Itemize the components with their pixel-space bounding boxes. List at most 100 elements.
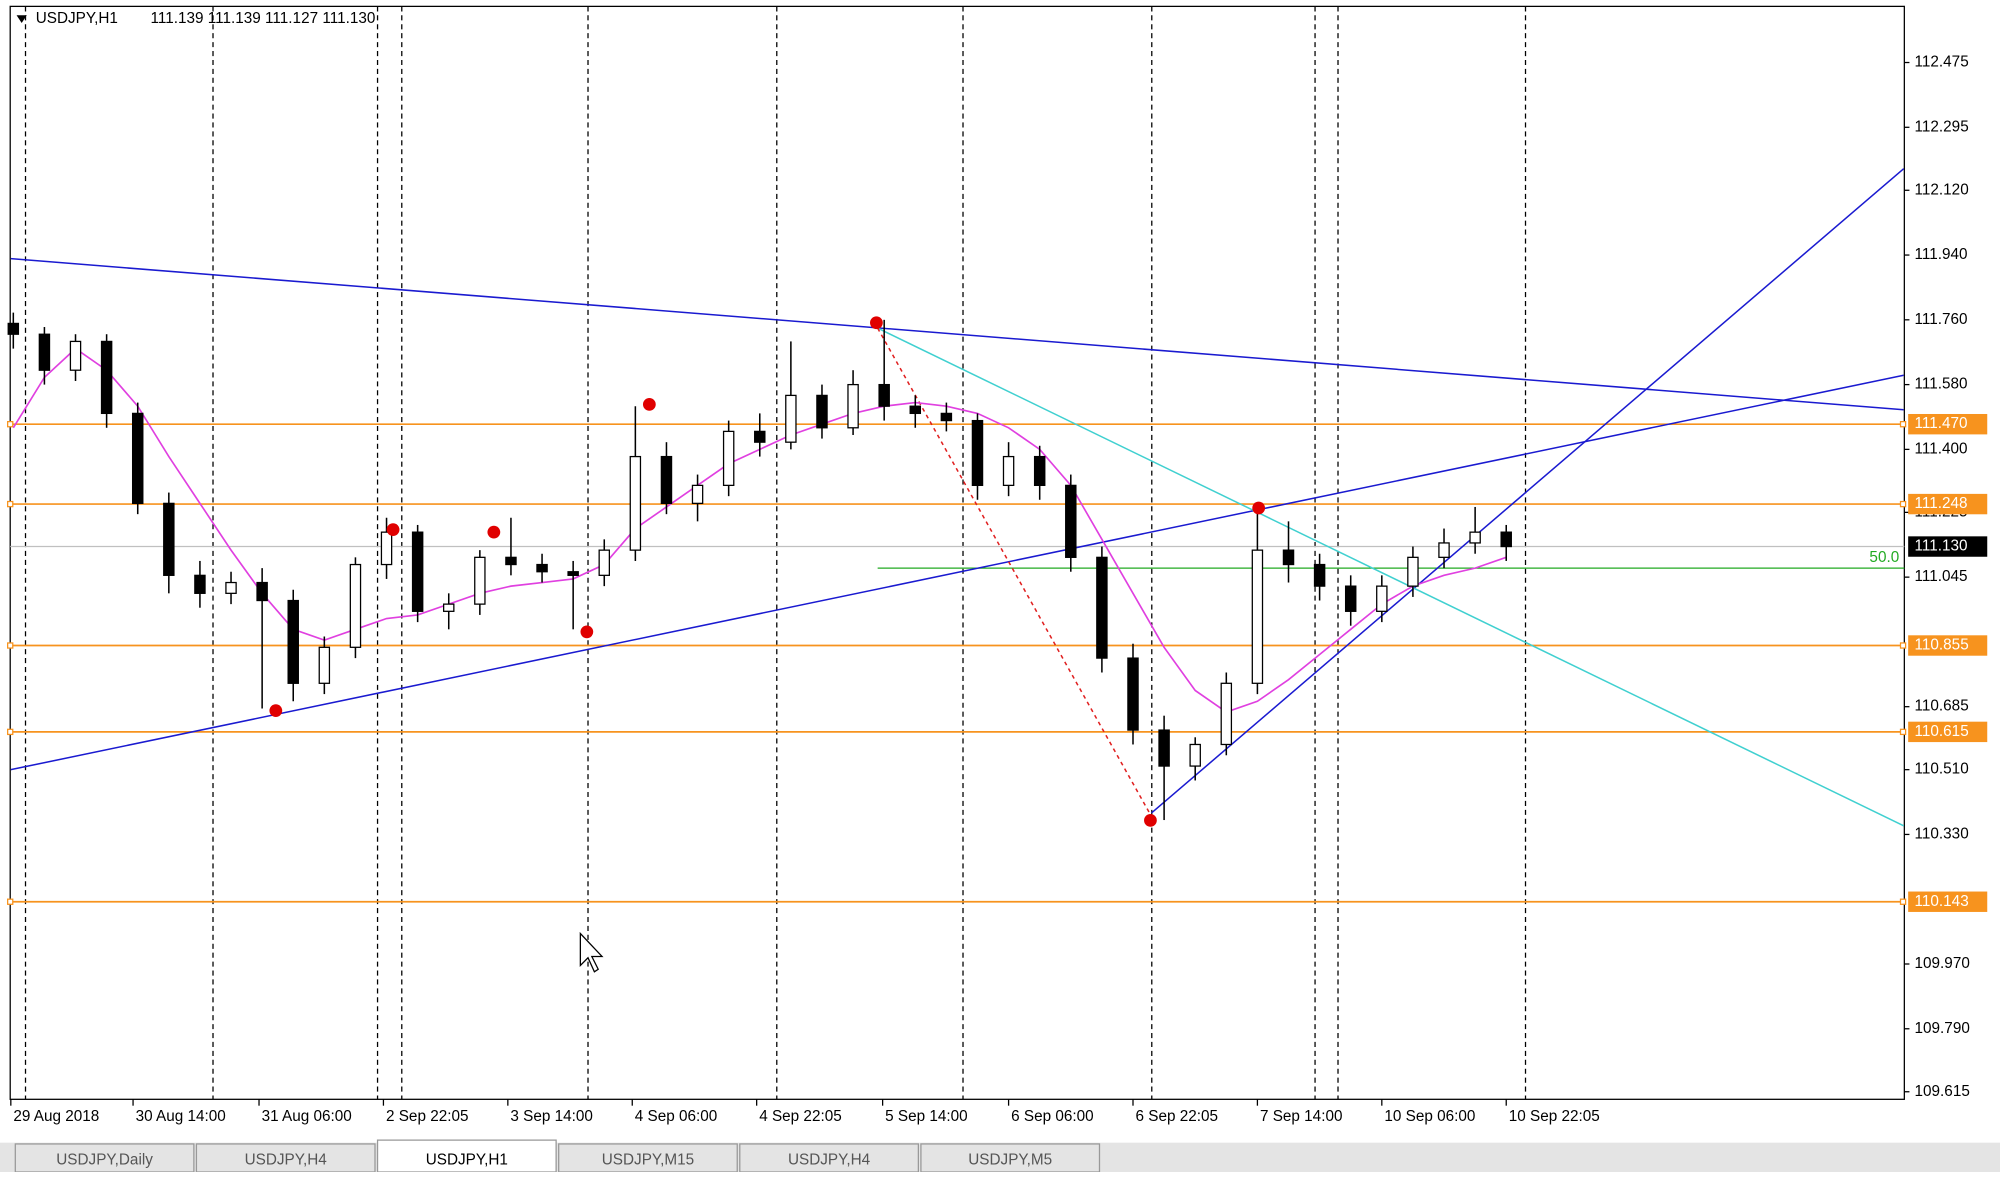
y-tick-label: 112.295 [1915,118,1969,135]
candle-body [100,340,113,415]
x-tick-label: 4 Sep 22:05 [759,1108,842,1125]
mouse-cursor [579,931,604,973]
level-label-box [1908,635,1988,656]
candle-body [971,419,984,487]
candle-body [1469,531,1481,544]
tab-label[interactable]: USDJPY,H4 [245,1152,328,1169]
candle-body [1002,455,1015,487]
candle-body [847,383,859,429]
candle-body [1033,455,1046,487]
level-anchor [7,642,14,649]
candle-body [256,581,268,602]
level-label: 111.470 [1915,415,1968,432]
candle-body [474,556,486,605]
fib-level-label: 50.0 [1869,549,1899,566]
y-tick-label: 109.970 [1915,955,1970,972]
y-tick-label: 112.475 [1915,54,1969,71]
candle-body [1158,729,1170,767]
y-tick-label: 111.580 [1915,376,1968,393]
x-tick-label: 3 Sep 14:00 [510,1108,593,1125]
tab-label[interactable]: USDJPY,M15 [602,1152,694,1169]
candle-body [1127,657,1139,731]
x-tick-label: 6 Sep 22:05 [1136,1108,1219,1125]
candle-body [287,599,299,684]
level-anchor [7,728,14,736]
plot-frame [9,5,1905,1100]
level-anchor [7,898,14,905]
fractal-point [1144,814,1157,827]
candle-body [7,322,20,335]
x-tick-label: 4 Sep 06:00 [635,1108,718,1125]
fractal-point [580,625,594,639]
candle-body [38,333,51,371]
menu-arrow [16,15,27,23]
candle-body [225,581,237,594]
candle-body [1500,531,1512,548]
x-tick-label: 7 Sep 14:00 [1260,1108,1343,1125]
current-price-box [1908,536,1988,557]
x-tick-label: 31 Aug 06:00 [262,1108,352,1125]
trend-line [876,327,1153,818]
fractal-point [1252,501,1266,515]
tab-label[interactable]: USDJPY,Daily [56,1152,153,1169]
fractal-point [269,704,283,718]
symbol-title: USDJPY,H1 [36,10,118,27]
candle-body [1313,563,1326,587]
level-anchor [7,500,14,508]
candle-body [1344,585,1357,612]
candle-body [163,502,175,576]
candle-body [505,556,517,566]
candle-body [660,455,673,504]
y-tick-label: 110.510 [1915,761,1969,778]
y-tick-label: 111.760 [1915,311,1968,328]
tab[interactable] [920,1143,1101,1173]
candle-body [131,412,144,504]
y-tick-label: 111.400 [1915,440,1968,457]
tab[interactable] [14,1143,195,1173]
x-tick-label: 30 Aug 14:00 [136,1108,226,1125]
level-anchor [1899,898,1907,905]
x-tick-label: 2 Sep 22:05 [386,1108,469,1125]
candle-body [598,549,610,576]
y-tick-label: 109.790 [1915,1020,1970,1037]
tab-label[interactable]: USDJPY,M5 [968,1152,1052,1169]
candle-body [411,531,424,612]
candle-body [69,340,82,371]
candle-body [629,455,642,551]
fractal-point [870,316,883,330]
x-tick-label: 29 Aug 2018 [13,1108,99,1125]
y-tick-label: 111.940 [1915,246,1968,263]
ohlc-values: 111.139 111.139 111.127 111.130 [151,10,376,27]
level-anchor [1899,500,1907,508]
candle-body [318,646,331,684]
current-price-label: 111.130 [1915,538,1968,555]
candle-body [816,394,828,429]
x-tick-label: 5 Sep 14:00 [885,1108,968,1125]
candle-body [536,563,548,573]
level-label-box [1908,493,1988,515]
candle-body [1251,549,1264,684]
trend-line [1151,168,1905,814]
candle-body [1189,743,1201,767]
fractal-point [487,525,501,539]
level-anchor [1899,728,1907,736]
level-anchor [1899,642,1907,649]
tab-label[interactable]: USDJPY,H4 [788,1152,871,1169]
tab[interactable] [195,1143,376,1173]
candle-body [194,574,206,594]
period-separators [24,6,1527,1100]
tab-label[interactable]: USDJPY,H1 [426,1152,508,1169]
tab[interactable] [558,1143,738,1173]
candle-body [722,430,735,487]
level-label: 110.855 [1915,637,1969,654]
candle-body [1065,484,1077,558]
candle-body [1220,682,1233,746]
candle-body [1376,585,1388,612]
candle-body [878,383,890,407]
level-label-box [1908,721,1988,743]
candle-body [754,430,766,443]
trend-line [10,374,1904,771]
level-label-box [1908,413,1988,435]
